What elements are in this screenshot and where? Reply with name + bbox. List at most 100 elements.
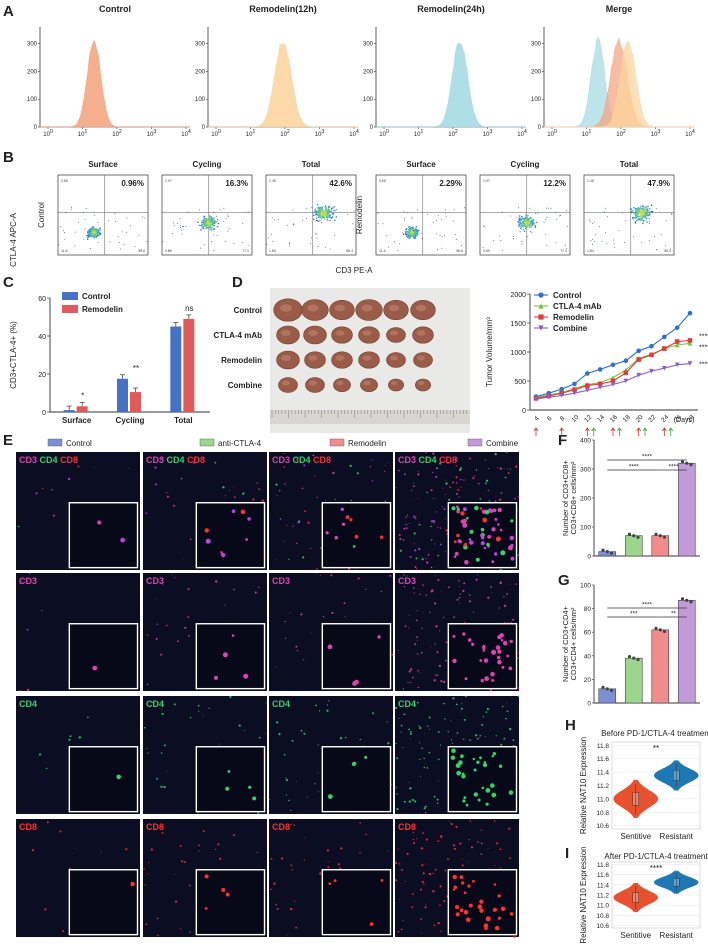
if-inset-cell (465, 803, 469, 807)
if-inset-cell (462, 522, 468, 528)
if-cell-dot (416, 653, 419, 655)
if-cell-dot (403, 800, 406, 803)
if-cell-dot (420, 932, 422, 934)
if-cell-dot (261, 499, 264, 502)
category-label: Sentitive (620, 832, 651, 841)
if-inset-cell (480, 678, 484, 683)
event-dot (414, 234, 417, 237)
data-point (649, 352, 654, 358)
y-tick-label: 11.4 (597, 770, 610, 777)
event-dot (208, 222, 211, 224)
if-cell-dot (513, 935, 516, 939)
if-cell-dot (275, 903, 277, 906)
event-dot (210, 222, 212, 225)
event-dot (315, 232, 317, 234)
y-tick-label: 40 (38, 334, 46, 341)
red-arrow-icon (662, 427, 667, 436)
event-dot (211, 220, 213, 223)
event-dot (317, 211, 320, 214)
event-dot (93, 237, 95, 239)
if-cell-dot (409, 787, 412, 790)
event-dot (531, 225, 533, 227)
if-inset-cell (333, 879, 337, 883)
if-cell-dot (285, 794, 287, 796)
if-inset-cell (222, 652, 228, 658)
if-inset-cell (462, 632, 466, 636)
if-cell-dot (173, 703, 176, 706)
y-tick-label: 100 (531, 97, 542, 103)
event-dot (394, 241, 395, 243)
event-dot (377, 222, 379, 224)
if-cell-dot (436, 467, 438, 470)
if-cell-dot (144, 884, 146, 886)
if-cell-dot (415, 619, 418, 622)
event-dot (411, 218, 413, 220)
if-cell-dot (217, 843, 220, 846)
y-axis-label: Number of CD3+CD8+ (561, 459, 570, 535)
event-dot (647, 205, 649, 207)
if-inset (447, 746, 518, 813)
tumor-highlight (390, 330, 398, 336)
if-inset-cell (465, 917, 471, 922)
channel-label: CD8 (19, 822, 37, 832)
event-dot (205, 227, 207, 229)
if-cell-dot (219, 857, 222, 861)
event-dot (205, 218, 207, 220)
event-dot (187, 211, 188, 213)
if-inset-cell (352, 545, 356, 548)
data-point (636, 372, 641, 378)
if-cell-dot (413, 482, 414, 484)
if-cell-dot (146, 683, 149, 686)
if-cell-dot (408, 781, 410, 783)
x-axis-label: (Days) (674, 417, 695, 424)
data-point (623, 370, 629, 376)
if-cell-dot (334, 498, 336, 500)
if-cell-dot (234, 496, 236, 498)
event-dot (377, 213, 379, 214)
event-dot (409, 226, 412, 229)
legend-label: Control (82, 292, 110, 301)
event-dot (126, 231, 128, 233)
if-inset-cell (464, 560, 469, 565)
event-dot (644, 206, 646, 208)
if-cell-dot (198, 850, 200, 852)
if-cell-dot (458, 585, 460, 587)
event-dot (313, 218, 315, 220)
y-tick-label: 60 (38, 296, 46, 303)
event-dot (216, 221, 218, 223)
data-point (623, 378, 629, 384)
if-cell-dot (258, 736, 261, 739)
if-cell-dot (518, 652, 520, 654)
event-dot (417, 231, 419, 233)
if-cell-dot (371, 459, 373, 461)
if-inset-cell (497, 523, 500, 526)
x-tick-label: 102 (280, 129, 290, 138)
event-dot (329, 205, 331, 208)
data-point (610, 362, 616, 368)
if-inset-cell (462, 799, 466, 803)
event-dot (637, 207, 639, 210)
event-dot (650, 210, 653, 213)
x-tick-label: 12 (583, 414, 593, 424)
event-dot (312, 210, 314, 212)
if-cell-dot (408, 627, 410, 629)
if-cell-dot (405, 523, 407, 526)
data-point (572, 387, 577, 392)
if-inset-cell (482, 649, 486, 652)
if-inset-cell (451, 748, 456, 754)
if-inset-cell (458, 540, 463, 544)
if-inset-cell (482, 517, 488, 523)
category-label: Cycling (116, 416, 145, 425)
if-cell-dot (449, 486, 451, 488)
if-cell-dot (73, 848, 75, 849)
histogram-curve (40, 39, 190, 128)
event-dot (618, 230, 620, 232)
tumor-highlight (308, 330, 318, 336)
event-dot (327, 212, 329, 215)
event-dot (632, 217, 634, 219)
if-inset-cell (492, 752, 496, 756)
bar-control (170, 326, 182, 412)
event-dot (603, 211, 605, 213)
quadrant-value: 1.45 (587, 179, 594, 183)
